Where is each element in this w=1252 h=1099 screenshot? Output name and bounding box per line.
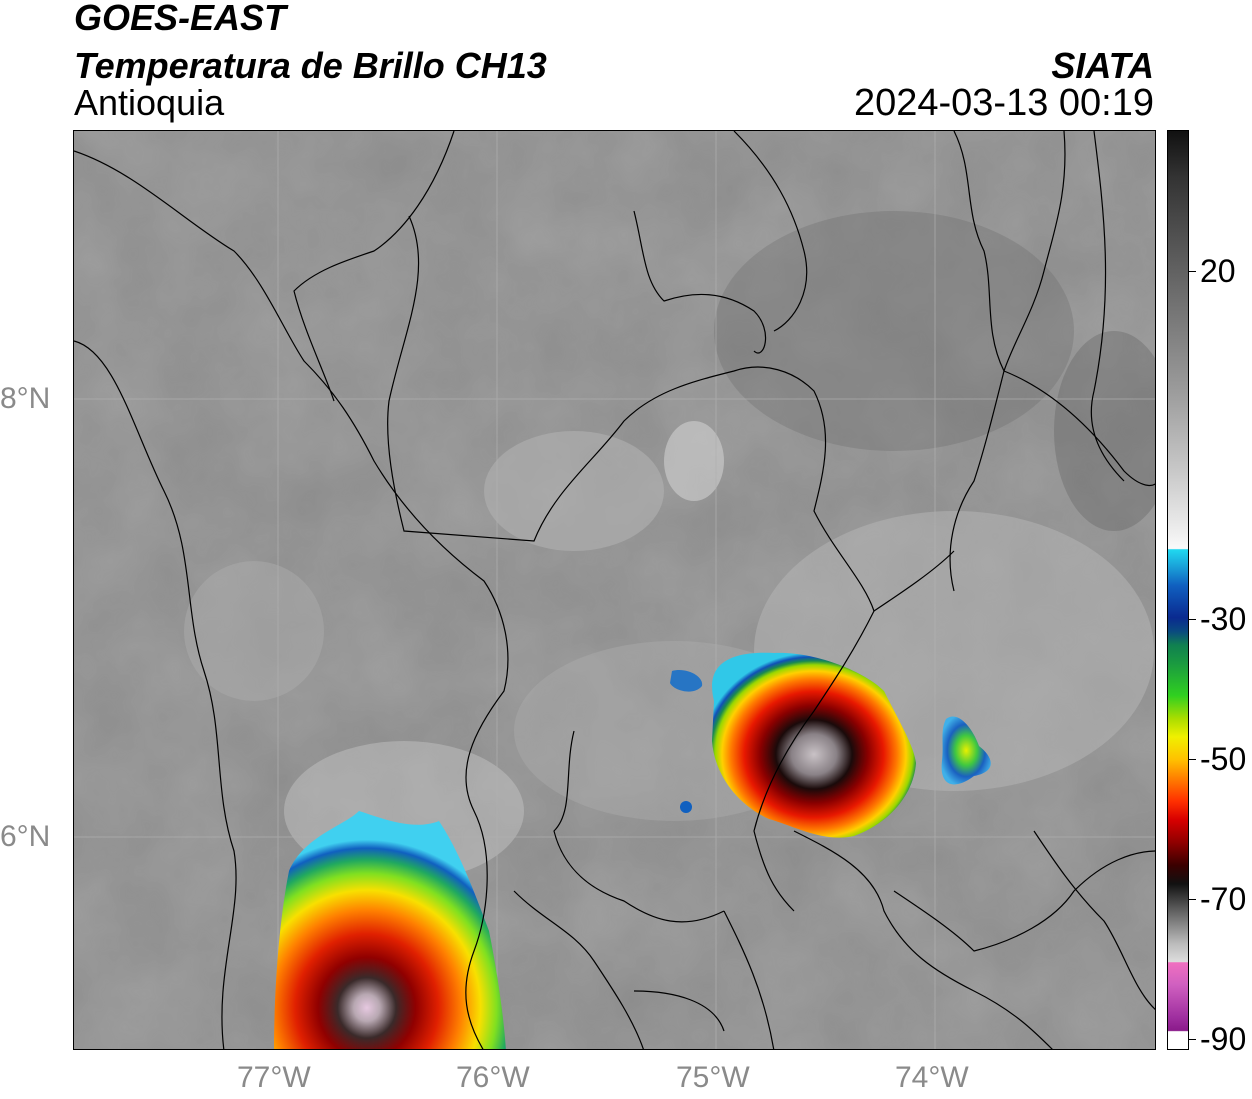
lon-label-76w: 76°W: [456, 1061, 530, 1094]
agency-label: SIATA: [1051, 45, 1154, 86]
storm-cell-small: [941, 716, 991, 785]
storm-cell-southwest: [274, 811, 506, 1049]
datetime-label: 2024-03-13 00:19: [853, 82, 1154, 124]
colorbar-tick: [1189, 759, 1196, 760]
colorbar-label-neg70: -70: [1200, 881, 1247, 917]
satellite-title: GOES-EAST: [74, 0, 287, 38]
colorbar-tick: [1189, 619, 1196, 620]
colorbar-tick: [1189, 899, 1196, 900]
colorbar-label-neg30: -30: [1200, 601, 1247, 637]
colorbar: [1167, 130, 1189, 1050]
lon-label-75w: 75°W: [676, 1061, 750, 1094]
colorbar-label-20: 20: [1200, 253, 1236, 289]
lon-label-77w: 77°W: [237, 1061, 311, 1094]
region-label: Antioquia: [74, 82, 225, 123]
storm-cell-east: [712, 652, 916, 838]
colorbar-tick: [1189, 1039, 1196, 1040]
map-canvas: [74, 131, 1155, 1049]
product-title: Temperatura de Brillo CH13: [74, 45, 547, 86]
satellite-map[interactable]: [73, 130, 1156, 1050]
colorbar-label-neg50: -50: [1200, 741, 1247, 777]
lat-label-6n: 6°N: [0, 820, 51, 853]
lon-label-74w: 74°W: [895, 1061, 969, 1094]
lat-label-8n: 8°N: [0, 382, 51, 415]
boundaries: [74, 131, 1155, 1049]
colorbar-tick: [1189, 271, 1196, 272]
graticule: [74, 131, 1155, 1049]
colorbar-label-neg90: -90: [1200, 1021, 1247, 1057]
